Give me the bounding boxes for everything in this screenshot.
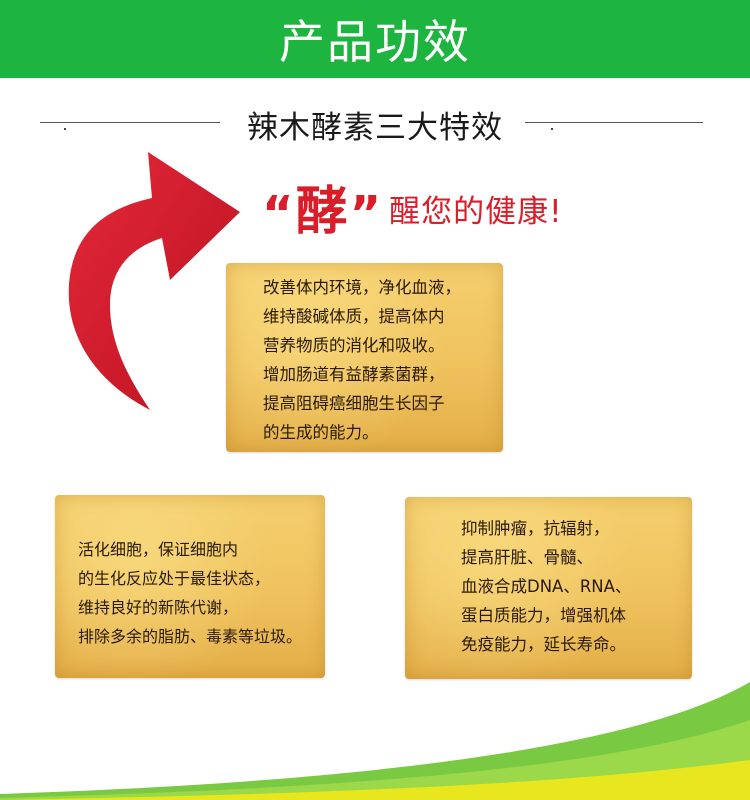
divider-dot-left <box>64 128 66 130</box>
title-divider-right <box>525 122 703 123</box>
slogan-close-quote: ” <box>349 186 382 242</box>
benefit-card-3: 抑制肿瘤，抗辐射， 提高肝脏、骨髓、 血液合成DNA、RNA、 蛋白质能力，增强… <box>405 497 692 679</box>
card-line: 营养物质的消化和吸收。 <box>263 336 445 355</box>
card-line: 抑制肿瘤，抗辐射， <box>461 519 610 538</box>
divider-dot-right <box>551 128 553 130</box>
card-line: 提高肝脏、骨髓、 <box>461 548 593 567</box>
section-title: 辣木酵素三大特效 <box>247 110 503 146</box>
card-line: 维持酸碱体质，提高体内 <box>263 307 445 326</box>
slogan-text: 醒您的健康! <box>389 194 563 230</box>
slogan-key-char: 酵 <box>295 182 348 242</box>
card-line: 维持良好的新陈代谢， <box>78 598 239 617</box>
bottom-green-decoration <box>0 682 750 800</box>
card-line: 排除多余的脂肪、毒素等垃圾。 <box>78 627 303 646</box>
card-line: 的生化反应处于最佳状态， <box>78 569 271 588</box>
card-line: 血液合成DNA、RNA、 <box>461 577 632 596</box>
title-divider-left <box>40 122 220 123</box>
slogan: “ 酵 ” 醒您的健康! <box>262 168 563 238</box>
card-line: 的生成的能力。 <box>263 423 379 442</box>
card-line: 蛋白质能力，增强机体 <box>461 606 626 625</box>
curved-red-arrow-icon <box>68 152 240 410</box>
card-line: 活化细胞，保证细胞内 <box>78 540 239 559</box>
slogan-open-quote: “ <box>262 186 294 242</box>
header-banner: 产品功效 <box>0 0 750 78</box>
benefit-card-2: 活化细胞，保证细胞内 的生化反应处于最佳状态， 维持良好的新陈代谢， 排除多余的… <box>55 495 325 678</box>
card-line: 免疫能力，延长寿命。 <box>461 635 626 654</box>
card-line: 提高阻碍癌细胞生长因子 <box>263 394 445 413</box>
page-title: 产品功效 <box>279 15 471 69</box>
card-line: 改善体内环境，净化血液， <box>263 278 461 297</box>
benefit-card-1: 改善体内环境，净化血液， 维持酸碱体质，提高体内 营养物质的消化和吸收。 增加肠… <box>226 263 503 452</box>
card-line: 增加肠道有益酵素菌群， <box>263 365 445 384</box>
